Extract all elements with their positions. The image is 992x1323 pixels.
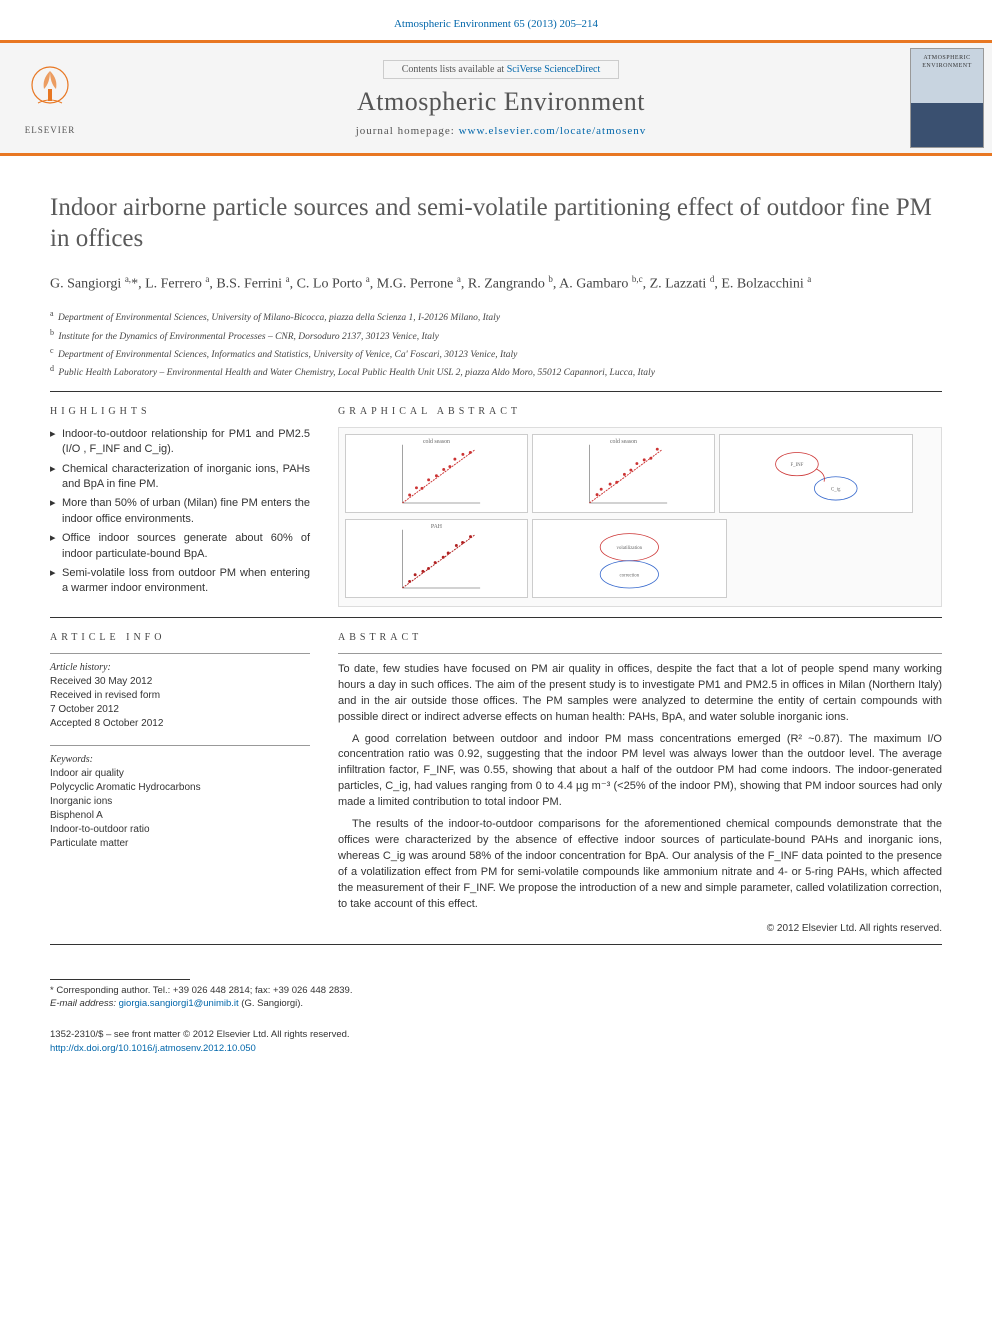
article-history-block: Article history: Received 30 May 2012Rec… bbox=[50, 662, 310, 731]
ga-panel: PAH bbox=[345, 519, 528, 599]
affiliation-line: d Public Health Laboratory – Environment… bbox=[50, 363, 942, 380]
corr-tel-fax: * Corresponding author. Tel.: +39 026 44… bbox=[50, 984, 942, 997]
keywords-block: Keywords: Indoor air qualityPolycyclic A… bbox=[50, 754, 310, 851]
journal-cover-thumb: ATMOSPHERIC ENVIRONMENT bbox=[902, 43, 992, 153]
article-history-label: Article history: bbox=[50, 662, 310, 673]
corresponding-author: * Corresponding author. Tel.: +39 026 44… bbox=[50, 984, 942, 1011]
history-line: 7 October 2012 bbox=[50, 703, 310, 717]
journal-header-bar: ELSEVIER Contents lists available at Sci… bbox=[0, 40, 992, 156]
highlight-item: Chemical characterization of inorganic i… bbox=[50, 462, 310, 493]
elsevier-tree-icon bbox=[20, 61, 80, 121]
footer-short-rule bbox=[50, 979, 190, 980]
doi-link[interactable]: http://dx.doi.org/10.1016/j.atmosenv.201… bbox=[50, 1043, 256, 1054]
keyword-line: Particulate matter bbox=[50, 837, 310, 851]
email-paren: (G. Sangiorgi). bbox=[241, 998, 303, 1009]
highlight-item: More than 50% of urban (Milan) fine PM e… bbox=[50, 496, 310, 527]
abstract-col: ABSTRACT To date, few studies have focus… bbox=[338, 632, 942, 934]
keyword-line: Indoor-to-outdoor ratio bbox=[50, 823, 310, 837]
highlight-item: Office indoor sources generate about 60%… bbox=[50, 531, 310, 562]
keyword-line: Inorganic ions bbox=[50, 795, 310, 809]
rule-2 bbox=[50, 617, 942, 618]
abstract-p1: To date, few studies have focused on PM … bbox=[338, 662, 942, 726]
svg-text:cold season: cold season bbox=[423, 439, 450, 445]
sciverse-link[interactable]: SciVerse ScienceDirect bbox=[507, 64, 601, 75]
affiliations-list: a Department of Environmental Sciences, … bbox=[50, 308, 942, 381]
article-info-col: ARTICLE INFO Article history: Received 3… bbox=[50, 632, 310, 934]
rule-3 bbox=[50, 944, 942, 945]
ga-panel: cold season bbox=[345, 434, 528, 514]
ga-panel: F_INF C_ig bbox=[719, 434, 914, 514]
svg-text:PAH: PAH bbox=[431, 524, 443, 530]
abstract-p3: The results of the indoor-to-outdoor com… bbox=[338, 817, 942, 913]
highlight-item: Indoor-to-outdoor relationship for PM1 a… bbox=[50, 427, 310, 458]
citation-line: Atmospheric Environment 65 (2013) 205–21… bbox=[0, 0, 992, 40]
keywords-label: Keywords: bbox=[50, 754, 310, 765]
elsevier-logo: ELSEVIER bbox=[0, 43, 100, 153]
affiliation-line: c Department of Environmental Sciences, … bbox=[50, 345, 942, 362]
email-label: E-mail address: bbox=[50, 998, 116, 1009]
graphical-abstract-label: GRAPHICAL ABSTRACT bbox=[338, 406, 942, 417]
graphical-abstract-col: GRAPHICAL ABSTRACT cold seasoncold seaso… bbox=[338, 406, 942, 607]
abstract-p2: A good correlation between outdoor and i… bbox=[338, 732, 942, 812]
keyword-line: Bisphenol A bbox=[50, 809, 310, 823]
abstract-rule bbox=[338, 653, 942, 654]
email-link[interactable]: giorgia.sangiorgi1@unimib.it bbox=[119, 998, 239, 1009]
svg-text:correction: correction bbox=[619, 573, 639, 578]
highlights-row: HIGHLIGHTS Indoor-to-outdoor relationshi… bbox=[50, 406, 942, 607]
sciverse-line: Contents lists available at SciVerse Sci… bbox=[383, 60, 620, 79]
highlights-label: HIGHLIGHTS bbox=[50, 406, 310, 417]
rule-1 bbox=[50, 391, 942, 392]
keyword-line: Polycyclic Aromatic Hydrocarbons bbox=[50, 781, 310, 795]
sciverse-prefix: Contents lists available at bbox=[402, 64, 507, 75]
abstract-text: To date, few studies have focused on PM … bbox=[338, 662, 942, 913]
graphical-abstract-figure: cold season cold season F_INF C_ig PAH volati… bbox=[338, 427, 942, 607]
affiliation-line: a Department of Environmental Sciences, … bbox=[50, 308, 942, 325]
highlights-col: HIGHLIGHTS Indoor-to-outdoor relationshi… bbox=[50, 406, 310, 607]
history-line: Accepted 8 October 2012 bbox=[50, 717, 310, 731]
svg-text:cold season: cold season bbox=[610, 439, 637, 445]
affiliation-line: b Institute for the Dynamics of Environm… bbox=[50, 327, 942, 344]
abstract-copyright: © 2012 Elsevier Ltd. All rights reserved… bbox=[338, 923, 942, 934]
svg-text:C_ig: C_ig bbox=[831, 487, 841, 492]
homepage-prefix: journal homepage: bbox=[356, 125, 459, 137]
elsevier-label: ELSEVIER bbox=[25, 125, 76, 135]
cover-title-2: ENVIRONMENT bbox=[911, 63, 983, 69]
article-history-lines: Received 30 May 2012Received in revised … bbox=[50, 675, 310, 731]
highlights-list: Indoor-to-outdoor relationship for PM1 a… bbox=[50, 427, 310, 597]
info-abstract-row: ARTICLE INFO Article history: Received 3… bbox=[50, 632, 942, 934]
history-line: Received in revised form bbox=[50, 689, 310, 703]
cover-title-1: ATMOSPHERIC bbox=[911, 55, 983, 61]
info-rule-2 bbox=[50, 745, 310, 746]
history-line: Received 30 May 2012 bbox=[50, 675, 310, 689]
homepage-link[interactable]: www.elsevier.com/locate/atmosenv bbox=[459, 125, 647, 137]
journal-name: Atmospheric Environment bbox=[100, 87, 902, 117]
abstract-label: ABSTRACT bbox=[338, 632, 942, 643]
article-content: Indoor airborne particle sources and sem… bbox=[0, 156, 992, 979]
highlight-item: Semi-volatile loss from outdoor PM when … bbox=[50, 566, 310, 597]
info-rule-1 bbox=[50, 653, 310, 654]
header-center: Contents lists available at SciVerse Sci… bbox=[100, 43, 902, 153]
ga-panel: cold season bbox=[532, 434, 715, 514]
article-info-label: ARTICLE INFO bbox=[50, 632, 310, 643]
copyright-footer: 1352-2310/$ – see front matter © 2012 El… bbox=[50, 1028, 942, 1055]
svg-text:volatilization: volatilization bbox=[616, 546, 642, 551]
ga-panel: volatilization correction bbox=[532, 519, 727, 599]
keywords-lines: Indoor air qualityPolycyclic Aromatic Hy… bbox=[50, 767, 310, 851]
keyword-line: Indoor air quality bbox=[50, 767, 310, 781]
footer-block: * Corresponding author. Tel.: +39 026 44… bbox=[0, 979, 992, 1075]
authors-list: G. Sangiorgi a,*, L. Ferrero a, B.S. Fer… bbox=[50, 273, 942, 295]
homepage-line: journal homepage: www.elsevier.com/locat… bbox=[100, 125, 902, 137]
svg-text:F_INF: F_INF bbox=[790, 463, 803, 468]
article-title: Indoor airborne particle sources and sem… bbox=[50, 192, 942, 255]
issn-line: 1352-2310/$ – see front matter © 2012 El… bbox=[50, 1028, 942, 1041]
